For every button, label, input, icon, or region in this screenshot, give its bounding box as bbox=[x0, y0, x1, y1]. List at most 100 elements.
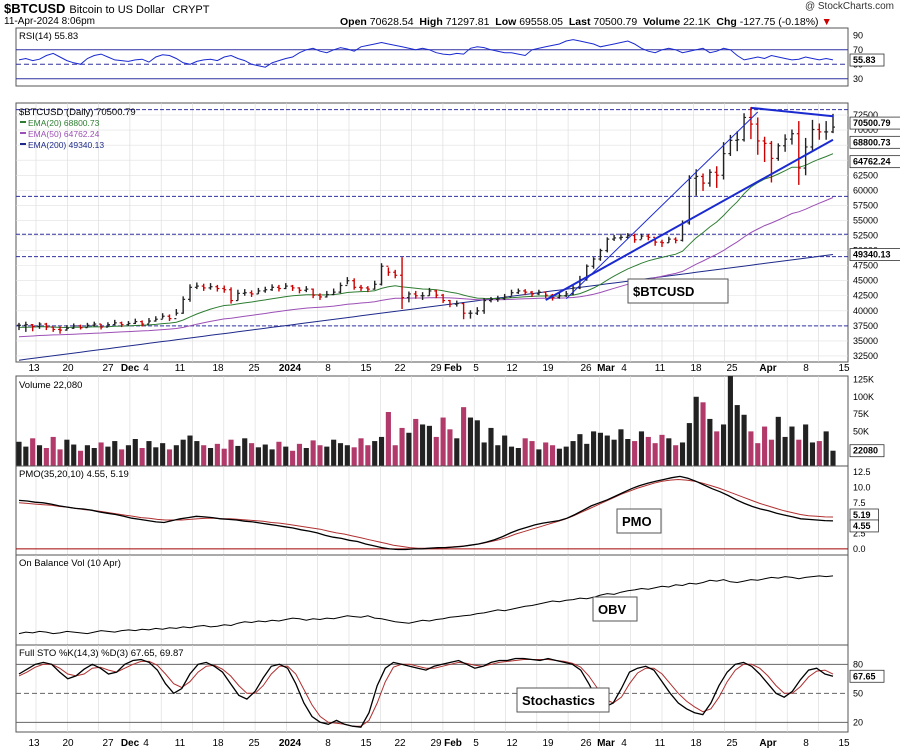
x-axis-label: 18 bbox=[212, 363, 224, 374]
symbol: $BTCUSD bbox=[4, 1, 66, 16]
x-axis-label-bottom: 15 bbox=[838, 738, 850, 749]
volume-bar bbox=[481, 442, 487, 466]
price-tick: 55000 bbox=[853, 215, 878, 225]
volume-bar bbox=[283, 446, 289, 466]
rsi-legend: RSI(14) 55.83 bbox=[19, 31, 78, 42]
symbol-name: Bitcoin to US Dollar bbox=[69, 4, 165, 16]
volume-bar bbox=[556, 448, 562, 466]
ema50-swatch bbox=[20, 132, 26, 134]
volume-bar bbox=[201, 445, 207, 466]
x-axis-label-bottom: Mar bbox=[597, 738, 615, 749]
x-axis-label-bottom: 18 bbox=[212, 738, 224, 749]
x-axis-label: 5 bbox=[473, 363, 479, 374]
volume-bar bbox=[43, 448, 49, 466]
price-tick: 60000 bbox=[853, 185, 878, 195]
x-axis-label-bottom: 22 bbox=[394, 738, 406, 749]
volume-bar bbox=[591, 431, 597, 466]
volume-bar bbox=[447, 429, 453, 466]
x-axis-label: 11 bbox=[175, 363, 186, 374]
chart-header: $BTCUSD Bitcoin to US Dollar CRYPT 11-Apr… bbox=[0, 0, 900, 28]
ema50-line bbox=[18, 197, 834, 338]
volume-bar bbox=[707, 418, 713, 466]
rsi-last-value-box bbox=[849, 53, 885, 67]
volume-bar bbox=[618, 429, 624, 466]
pmo-annotation-box bbox=[616, 508, 662, 534]
volume-bar bbox=[796, 439, 802, 466]
x-axis-label: 8 bbox=[803, 363, 809, 374]
volume-bar bbox=[310, 440, 316, 466]
volume-bar bbox=[173, 445, 179, 466]
ema50-last-value: 64762.24 bbox=[853, 157, 891, 167]
volume-bar bbox=[344, 445, 350, 466]
volume-bar bbox=[741, 414, 747, 466]
volume-bar bbox=[789, 426, 795, 466]
volume-bar bbox=[77, 450, 84, 466]
volume-bar bbox=[570, 441, 576, 466]
sto-k-line bbox=[18, 657, 834, 728]
x-axis-label: 15 bbox=[838, 363, 850, 374]
volume-bar bbox=[584, 443, 590, 466]
x-axis-label-bottom: 11 bbox=[655, 738, 666, 749]
chart-date: 11-Apr-2024 8:06pm bbox=[4, 16, 95, 27]
volume-bar bbox=[775, 416, 781, 466]
ema20-line bbox=[18, 153, 834, 329]
sto-tick: 50 bbox=[853, 688, 863, 698]
obv-annotation: OBV bbox=[598, 602, 627, 617]
x-axis-label: Dec bbox=[121, 363, 140, 374]
volume-bar bbox=[809, 442, 816, 466]
volume-bar bbox=[625, 439, 631, 466]
volume-bar bbox=[139, 448, 145, 466]
rsi-panel bbox=[15, 27, 849, 87]
ema50-last-value-box bbox=[849, 155, 900, 169]
volume-bar bbox=[768, 439, 775, 466]
stochastics-panel bbox=[15, 644, 849, 733]
x-axis-label-bottom: 4 bbox=[621, 738, 627, 749]
volume-bar bbox=[105, 446, 111, 466]
ema200-line bbox=[18, 254, 834, 361]
rsi-last-value: 55.83 bbox=[853, 55, 876, 65]
price-tick: 40000 bbox=[853, 306, 878, 316]
volume-bar bbox=[454, 438, 460, 466]
volume-bar bbox=[461, 407, 467, 466]
x-axis-label-bottom: 15 bbox=[360, 738, 372, 749]
obv-legend: On Balance Vol (10 Apr) bbox=[19, 558, 121, 569]
volume-bar bbox=[782, 436, 788, 466]
ema200-last-value-box bbox=[849, 248, 900, 261]
volume-bar bbox=[762, 426, 768, 466]
volume-bar bbox=[317, 445, 323, 466]
volume-bar bbox=[153, 447, 159, 466]
x-axis-label-bottom: 5 bbox=[473, 738, 479, 749]
sto-last-box bbox=[849, 669, 885, 683]
volume-bar bbox=[324, 446, 330, 466]
rsi-line bbox=[18, 39, 834, 68]
x-axis-label: 15 bbox=[360, 363, 372, 374]
pmo-line bbox=[18, 475, 834, 551]
pmo-tick: 12.5 bbox=[853, 467, 871, 477]
rising-trendline bbox=[545, 138, 834, 301]
x-axis-label-bottom: 27 bbox=[102, 738, 114, 749]
x-axis-label-bottom: 12 bbox=[506, 738, 518, 749]
pmo-last: 4.55 bbox=[853, 521, 871, 531]
volume-bar bbox=[515, 448, 521, 466]
symbol-title: $BTCUSD Bitcoin to US Dollar CRYPT bbox=[4, 1, 210, 16]
ema50-legend: EMA(50) 64762.24 bbox=[28, 129, 100, 139]
volume-bar bbox=[221, 448, 227, 466]
volume-bar bbox=[64, 439, 70, 466]
volume-last-value-box bbox=[849, 444, 885, 458]
volume-bar bbox=[269, 449, 275, 466]
volume-bar bbox=[748, 431, 754, 466]
last-label: Last bbox=[568, 16, 591, 28]
sto-d-line bbox=[18, 659, 834, 727]
volume-bar bbox=[36, 445, 43, 466]
pmo-annotation: PMO bbox=[622, 514, 652, 529]
price-tick: 57500 bbox=[853, 200, 878, 210]
volume-bar bbox=[296, 443, 303, 466]
volume-bar bbox=[420, 424, 426, 466]
brand-watermark[interactable]: @ StockCharts.com bbox=[804, 1, 894, 12]
volume-bar bbox=[16, 441, 22, 466]
sto-last: 67.65 bbox=[853, 671, 876, 681]
x-axis-label-bottom: 18 bbox=[690, 738, 702, 749]
volume-bar bbox=[23, 446, 29, 466]
volume-bar bbox=[502, 435, 508, 466]
